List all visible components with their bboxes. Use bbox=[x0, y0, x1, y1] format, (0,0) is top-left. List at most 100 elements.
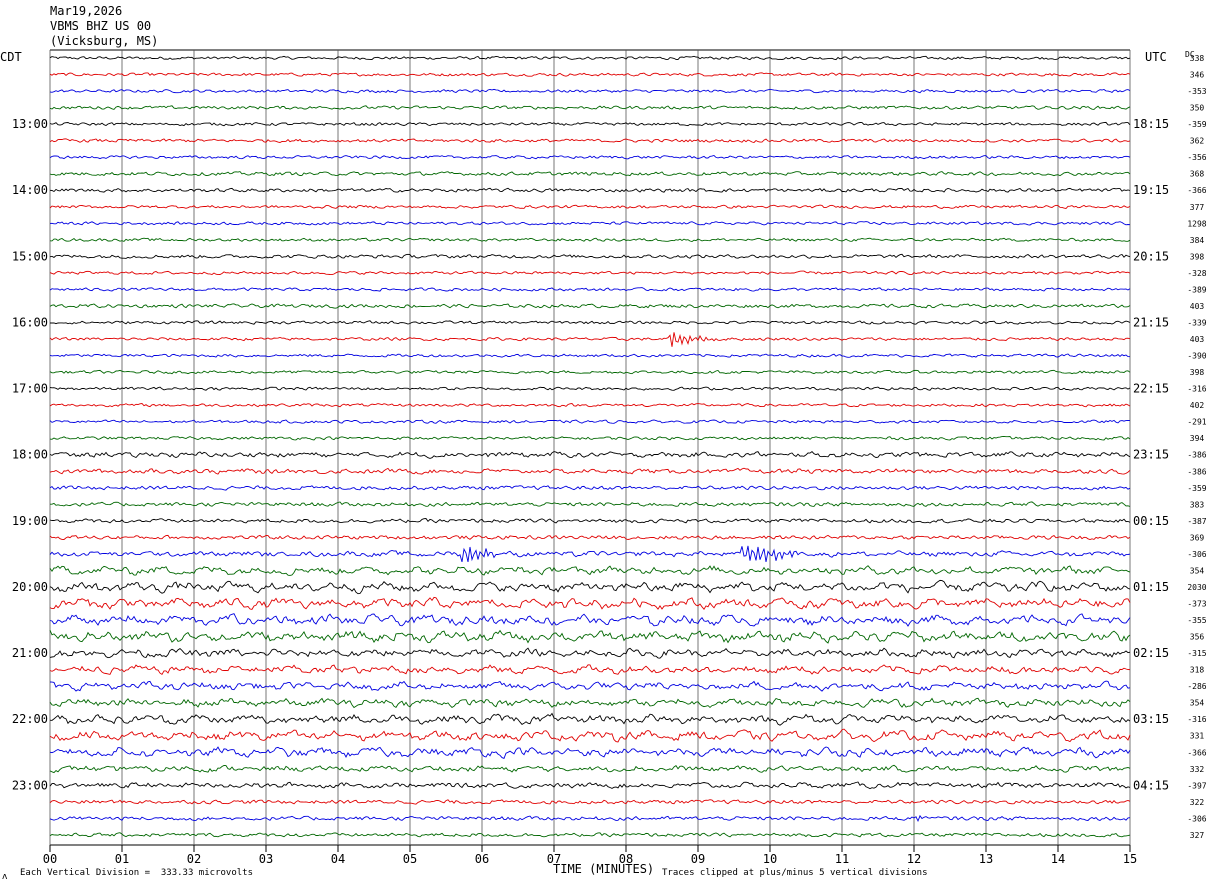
cdt-time-label: 18:00 bbox=[12, 448, 48, 462]
trace-row bbox=[49, 596, 1131, 610]
trace-row bbox=[49, 764, 1131, 774]
dc-offset-label: -286 bbox=[1187, 682, 1206, 691]
dc-offset-label: -306 bbox=[1187, 550, 1206, 559]
cdt-time-label: 22:00 bbox=[12, 712, 48, 726]
axis-labels: 00 01 02 03 04 05 06 07 08 09 10 11 12 13 14 15 338 346 -3… bbox=[0, 50, 1207, 866]
x-tick-label: 09 bbox=[691, 852, 705, 866]
trace-row bbox=[49, 435, 1131, 441]
minute-gridlines bbox=[49, 49, 1131, 852]
x-tick-label: 12 bbox=[907, 852, 921, 866]
dc-offset-label: 377 bbox=[1190, 203, 1205, 212]
trace-row bbox=[49, 814, 1131, 823]
trace-row bbox=[49, 154, 1131, 160]
dc-offset-label: -390 bbox=[1187, 352, 1206, 361]
dc-offset-label: -339 bbox=[1187, 318, 1206, 327]
dc-offset-label: -389 bbox=[1187, 285, 1206, 294]
dc-offset-label: 403 bbox=[1190, 302, 1205, 311]
x-tick-label: 11 bbox=[835, 852, 849, 866]
dc-offset-label: -397 bbox=[1187, 781, 1206, 790]
trace-row bbox=[49, 386, 1131, 391]
dc-offset-label: 1298 bbox=[1187, 219, 1206, 228]
x-tick-label: 03 bbox=[259, 852, 273, 866]
corner-mark: ʌ bbox=[2, 872, 8, 882]
cdt-time-label: 16:00 bbox=[12, 315, 48, 329]
x-tick-label: 01 bbox=[115, 852, 129, 866]
trace-row bbox=[49, 728, 1131, 743]
dc-offset-label: 354 bbox=[1190, 699, 1205, 708]
utc-time-label: 01:15 bbox=[1133, 580, 1169, 594]
trace-row bbox=[49, 253, 1131, 259]
dc-offset-label: -359 bbox=[1187, 120, 1206, 129]
dc-offset-label: 2030 bbox=[1187, 583, 1206, 592]
dc-offset-label: -359 bbox=[1187, 484, 1206, 493]
x-tick-label: 08 bbox=[619, 852, 633, 866]
dc-offset-label: 368 bbox=[1190, 170, 1205, 179]
station-date: Mar19,2026 bbox=[50, 4, 123, 18]
trace-row bbox=[49, 55, 1131, 61]
trace-row bbox=[49, 287, 1131, 292]
dc-offset-label: -291 bbox=[1187, 418, 1206, 427]
utc-time-label: 21:15 bbox=[1133, 315, 1169, 329]
x-tick-label: 06 bbox=[475, 852, 489, 866]
trace-row bbox=[50, 320, 1131, 325]
trace-row bbox=[49, 332, 1131, 347]
dc-offset-label: 318 bbox=[1190, 666, 1205, 675]
trace-row bbox=[49, 629, 1131, 644]
dc-offset-label: -316 bbox=[1187, 715, 1206, 724]
dc-offset-label: 322 bbox=[1190, 798, 1205, 807]
x-tick-label: 13 bbox=[979, 852, 993, 866]
cdt-time-label: 17:00 bbox=[12, 382, 48, 396]
trace-row bbox=[49, 697, 1131, 709]
cdt-time-label: 14:00 bbox=[12, 183, 48, 197]
seismogram-traces bbox=[49, 55, 1131, 838]
utc-time-label: 00:15 bbox=[1133, 514, 1169, 528]
x-tick-label: 07 bbox=[547, 852, 561, 866]
trace-row bbox=[49, 647, 1131, 659]
dc-offset-label: 403 bbox=[1190, 335, 1205, 344]
dc-offset-label: -366 bbox=[1187, 186, 1206, 195]
dc-offset-label: 384 bbox=[1190, 236, 1205, 245]
trace-row bbox=[49, 171, 1131, 177]
trace-row bbox=[49, 664, 1131, 676]
trace-row bbox=[49, 105, 1131, 110]
dc-offset-label: 398 bbox=[1190, 368, 1205, 377]
dc-offset-label: -316 bbox=[1187, 385, 1206, 394]
x-tick-label: 10 bbox=[763, 852, 777, 866]
dc-offset-label: 354 bbox=[1190, 566, 1205, 575]
dc-offset-label: -315 bbox=[1187, 649, 1206, 658]
trace-row bbox=[49, 303, 1131, 309]
dc-offset-label: 346 bbox=[1190, 71, 1205, 80]
clip-note: Traces clipped at plus/minus 5 vertical … bbox=[662, 868, 928, 878]
dc-offset-label: 369 bbox=[1190, 533, 1205, 542]
trace-row bbox=[49, 832, 1131, 838]
dc-offset-label: 398 bbox=[1190, 252, 1205, 261]
trace-row bbox=[49, 369, 1131, 375]
cdt-time-label: 23:00 bbox=[12, 778, 48, 792]
trace-row bbox=[50, 501, 1131, 507]
utc-time-label: 20:15 bbox=[1133, 249, 1169, 263]
trace-row bbox=[49, 467, 1131, 475]
dc-offset-label: 350 bbox=[1190, 104, 1205, 113]
trace-row bbox=[49, 565, 1131, 576]
dc-label: DC bbox=[1185, 50, 1195, 59]
trace-row bbox=[49, 419, 1131, 424]
cdt-label: CDT bbox=[0, 50, 22, 64]
dc-offset-label: -306 bbox=[1187, 814, 1206, 823]
dc-offset-label: 331 bbox=[1190, 732, 1205, 741]
utc-time-label: 04:15 bbox=[1133, 778, 1169, 792]
trace-row bbox=[49, 579, 1131, 595]
trace-row bbox=[49, 138, 1131, 143]
cdt-time-label: 21:00 bbox=[12, 646, 48, 660]
trace-row bbox=[49, 187, 1131, 193]
trace-row bbox=[49, 451, 1131, 459]
dc-offset-label: 356 bbox=[1190, 633, 1205, 642]
dc-offset-label: 338 bbox=[1190, 54, 1205, 63]
utc-time-label: 18:15 bbox=[1133, 117, 1169, 131]
dc-offset-label: -387 bbox=[1187, 517, 1206, 526]
dc-offset-label: 394 bbox=[1190, 434, 1205, 443]
utc-time-label: 02:15 bbox=[1133, 646, 1169, 660]
dc-offset-label: -328 bbox=[1187, 269, 1206, 278]
utc-time-label: 23:15 bbox=[1133, 448, 1169, 462]
trace-row bbox=[49, 485, 1131, 491]
